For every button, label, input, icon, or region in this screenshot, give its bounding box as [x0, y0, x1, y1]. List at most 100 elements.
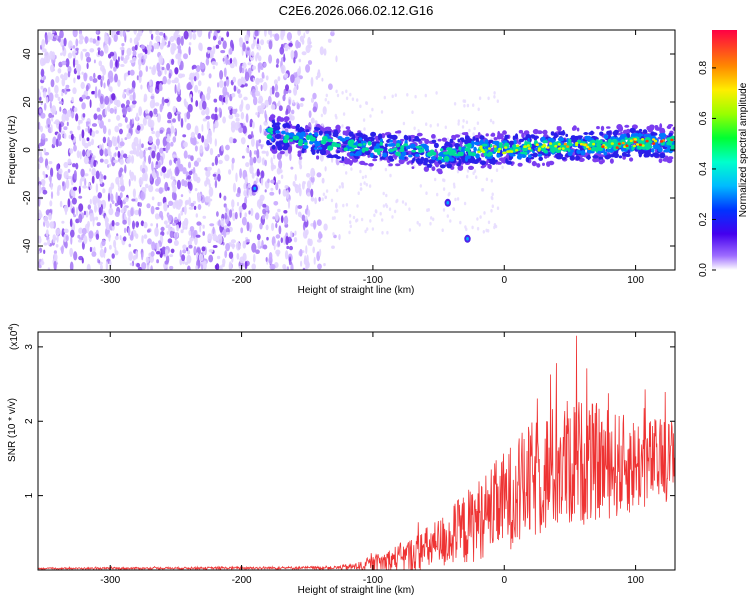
noise-blob	[73, 214, 77, 218]
noise-blob	[195, 65, 201, 73]
noise-blob	[191, 30, 197, 33]
noise-blob	[205, 169, 211, 178]
signal-blob	[471, 140, 475, 145]
x-tick-label: -100	[363, 275, 383, 286]
noise-blob	[153, 108, 158, 115]
noise-blob	[73, 77, 76, 84]
noise-blob	[244, 34, 250, 43]
faint-noise-blob	[408, 228, 412, 232]
noise-blob	[156, 242, 160, 251]
noise-blob	[142, 160, 146, 168]
noise-blob	[113, 159, 119, 164]
signal-blob	[618, 155, 623, 159]
signal-blob	[550, 131, 555, 136]
faint-noise-blob	[324, 110, 327, 115]
noise-blob	[192, 137, 197, 146]
signal-blob	[464, 135, 470, 141]
noise-blob	[107, 146, 111, 156]
noise-blob	[187, 154, 192, 159]
noise-blob	[151, 130, 156, 135]
noise-blob	[128, 178, 131, 187]
faint-noise-blob	[463, 201, 467, 206]
noise-blob	[107, 164, 110, 168]
noise-blob	[241, 67, 245, 74]
signal-blob	[305, 129, 310, 133]
signal-blob	[466, 143, 472, 149]
noise-blob	[65, 235, 69, 242]
noise-blob	[60, 74, 64, 79]
noise-blob	[78, 185, 81, 194]
faint-noise-blob	[321, 123, 324, 127]
noise-blob	[163, 170, 166, 180]
signal-blob	[596, 126, 600, 130]
signal-blob	[387, 148, 395, 152]
signal-blob	[401, 156, 405, 160]
noise-blob	[202, 100, 207, 110]
noise-blob	[279, 46, 285, 55]
signal-blob	[454, 143, 460, 148]
noise-blob	[321, 77, 324, 82]
noise-blob	[228, 114, 234, 120]
faint-noise-blob	[466, 174, 469, 179]
noise-blob	[313, 256, 316, 265]
noise-blob	[102, 136, 107, 144]
noise-blob	[99, 50, 104, 57]
noise-blob	[86, 263, 91, 270]
signal-blob	[344, 136, 350, 140]
noise-blob	[55, 228, 61, 236]
faint-noise-blob	[435, 91, 438, 95]
noise-blob	[170, 35, 175, 43]
signal-blob	[672, 126, 675, 131]
signal-blob	[592, 155, 599, 159]
signal-blob	[388, 134, 395, 139]
noise-blob	[63, 228, 69, 234]
noise-blob	[159, 210, 163, 218]
noise-blob	[134, 197, 138, 203]
noise-blob	[278, 188, 281, 195]
noise-blob	[40, 125, 43, 133]
signal-blob	[368, 163, 374, 167]
noise-blob	[123, 57, 128, 64]
signal-blob	[309, 140, 314, 145]
noise-blob	[270, 157, 273, 165]
noise-blob	[295, 204, 298, 215]
signal-blob	[571, 126, 576, 131]
noise-blob	[265, 224, 269, 231]
signal-blob	[565, 133, 569, 138]
faint-noise-blob	[365, 101, 368, 105]
noise-blob	[202, 260, 207, 270]
noise-blob	[80, 168, 85, 178]
signal-blob	[395, 163, 401, 167]
noise-blob	[167, 111, 173, 120]
signal-blob	[522, 137, 529, 141]
noise-blob	[78, 133, 82, 142]
noise-blob	[195, 213, 198, 218]
spectrogram-marks	[38, 30, 675, 270]
signal-blob	[432, 151, 437, 156]
noise-blob	[323, 48, 327, 56]
faint-noise-blob	[424, 93, 427, 98]
noise-blob	[73, 251, 78, 261]
faint-noise-blob	[368, 184, 372, 188]
noise-blob	[258, 198, 263, 207]
signal-peak-blob	[541, 145, 545, 149]
signal-blob	[273, 122, 277, 128]
faint-noise-blob	[454, 197, 457, 202]
noise-blob	[269, 30, 273, 38]
noise-blob	[109, 59, 114, 69]
noise-blob	[132, 91, 136, 101]
noise-blob	[104, 246, 107, 254]
noise-blob	[253, 253, 256, 263]
signal-blob	[553, 134, 559, 138]
noise-blob	[77, 239, 82, 243]
noise-blob	[78, 213, 83, 223]
noise-blob	[102, 75, 105, 81]
noise-blob	[69, 148, 74, 154]
faint-noise-blob	[490, 179, 493, 183]
faint-noise-blob	[341, 124, 344, 128]
noise-blob	[131, 100, 137, 105]
signal-blob	[283, 116, 290, 122]
signal-blob	[601, 159, 605, 164]
noise-blob	[256, 233, 261, 241]
noise-blob	[150, 265, 153, 270]
